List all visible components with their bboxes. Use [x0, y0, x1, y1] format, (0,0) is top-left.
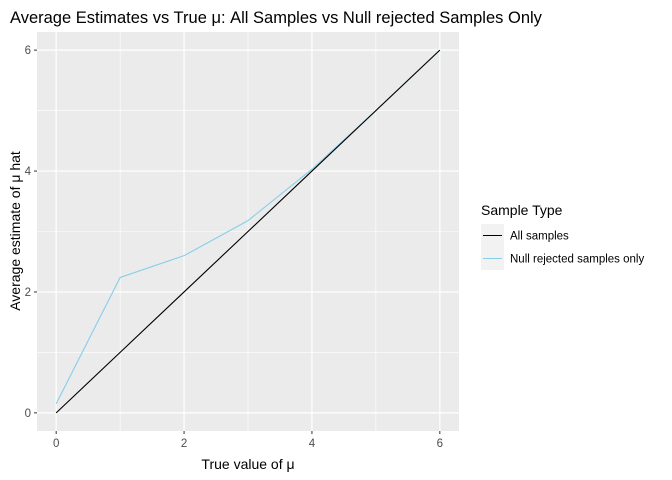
series-layer	[55, 49, 441, 414]
x-tick-label: 4	[309, 438, 316, 450]
grid-lines	[37, 32, 459, 431]
y-tick-label: 4	[25, 166, 32, 178]
legend-label: All samples	[510, 231, 569, 243]
x-tick-label: 2	[181, 438, 187, 450]
legend-label: Null rejected samples only	[510, 254, 644, 266]
legend-items: All samples Null rejected samples only	[481, 224, 644, 270]
y-axis-label: Average estimate of μ hat	[7, 151, 23, 311]
x-tick-label: 0	[53, 438, 59, 450]
series-line-0	[55, 49, 441, 414]
tick-labels: 0 2 4 6 0 2 4 6	[25, 45, 443, 450]
y-tick-label: 0	[25, 408, 31, 420]
y-tick-label: 6	[25, 45, 31, 57]
axis-ticks	[34, 49, 441, 434]
x-tick-label: 6	[437, 438, 443, 450]
chart-title: Average Estimates vs True μ: All Samples…	[10, 9, 543, 27]
legend-title: Sample Type	[481, 202, 563, 218]
legend: Sample Type All samples Null rejected sam…	[481, 202, 644, 270]
y-tick-label: 2	[25, 287, 31, 299]
x-axis-label: True value of μ	[201, 456, 294, 472]
